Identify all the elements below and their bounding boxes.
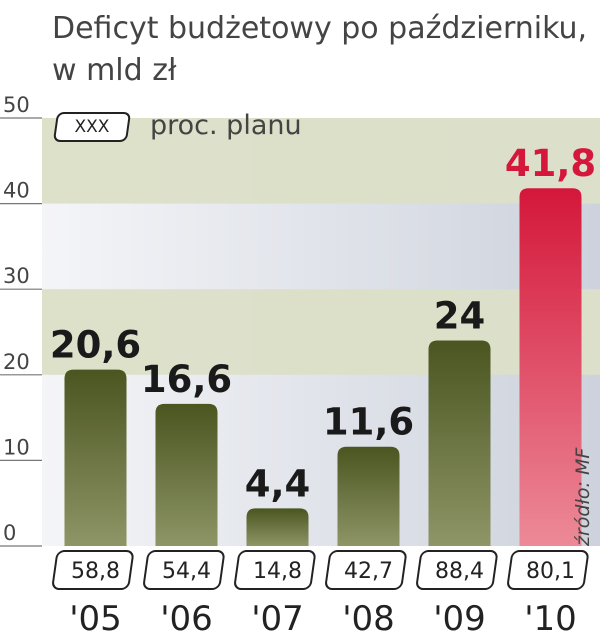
legend-swatch-text: XXX bbox=[74, 117, 110, 137]
y-tick-label: 0 bbox=[3, 521, 16, 545]
plan-percent-box bbox=[52, 550, 134, 590]
plan-percent-label: 80,1 bbox=[526, 559, 575, 584]
value-label: 4,4 bbox=[245, 462, 311, 505]
value-labels: 20,616,6 4,4 11,6 24 41,8 bbox=[50, 142, 596, 505]
background-bands bbox=[42, 118, 600, 375]
plan-percent-label: 54,4 bbox=[162, 559, 211, 584]
plan-percent-label: 42,7 bbox=[344, 559, 393, 584]
value-label: 41,8 bbox=[505, 142, 596, 185]
value-label: 24 bbox=[434, 295, 486, 338]
bar-'09 bbox=[428, 340, 491, 546]
source-note: źródło: MF bbox=[572, 447, 594, 546]
bar-'07 bbox=[246, 508, 309, 546]
x-tick-label: '06 bbox=[160, 599, 213, 639]
plan-percent-label: 58,8 bbox=[71, 559, 120, 584]
bar-'05 bbox=[64, 369, 127, 546]
y-axis-ticks: 0 10 20 30 40 50 bbox=[0, 93, 42, 547]
plan-percent-box bbox=[143, 550, 225, 590]
x-tick-label: '08 bbox=[342, 599, 395, 639]
y-tick-label: 20 bbox=[3, 350, 30, 374]
background-band-1 bbox=[42, 118, 600, 204]
value-label: 11,6 bbox=[323, 401, 414, 444]
plan-percent-label: 88,4 bbox=[435, 559, 484, 584]
y-tick-label: 50 bbox=[3, 93, 30, 117]
bars bbox=[64, 188, 582, 546]
x-tick-label: '09 bbox=[433, 599, 486, 639]
x-tick-label: '05 bbox=[69, 599, 122, 639]
y-tick-label: 30 bbox=[3, 264, 30, 288]
legend-label: proc. planu bbox=[150, 110, 302, 141]
chart-title-line-1: Deficyt budżetowy po październiku, bbox=[52, 11, 588, 46]
chart-title-line-2: w mld zł bbox=[52, 53, 177, 88]
value-label: 20,6 bbox=[50, 324, 141, 367]
y-tick-label: 10 bbox=[3, 435, 30, 459]
bar-'08 bbox=[337, 446, 400, 546]
x-axis-labels: '05 '06 '07 '08 '09 '10 bbox=[69, 599, 577, 639]
plan-percent-box bbox=[416, 550, 498, 590]
x-tick-label: '10 bbox=[524, 599, 577, 639]
x-tick-label: '07 bbox=[251, 599, 304, 639]
legend-swatch-box: XXX bbox=[52, 112, 132, 142]
plan-percent-label: 14,8 bbox=[253, 559, 302, 584]
bar-'06 bbox=[155, 403, 218, 546]
value-label: 16,6 bbox=[141, 358, 232, 401]
plan-percent-labels: 58,8 54,4 14,8 42,7 88,4 80,1 bbox=[52, 550, 589, 590]
background-band-0 bbox=[42, 289, 600, 375]
y-tick-label: 40 bbox=[3, 179, 30, 203]
plan-percent-box bbox=[234, 550, 316, 590]
bar-'10 bbox=[519, 188, 582, 546]
plan-percent-box bbox=[507, 550, 589, 590]
plan-percent-box bbox=[325, 550, 407, 590]
